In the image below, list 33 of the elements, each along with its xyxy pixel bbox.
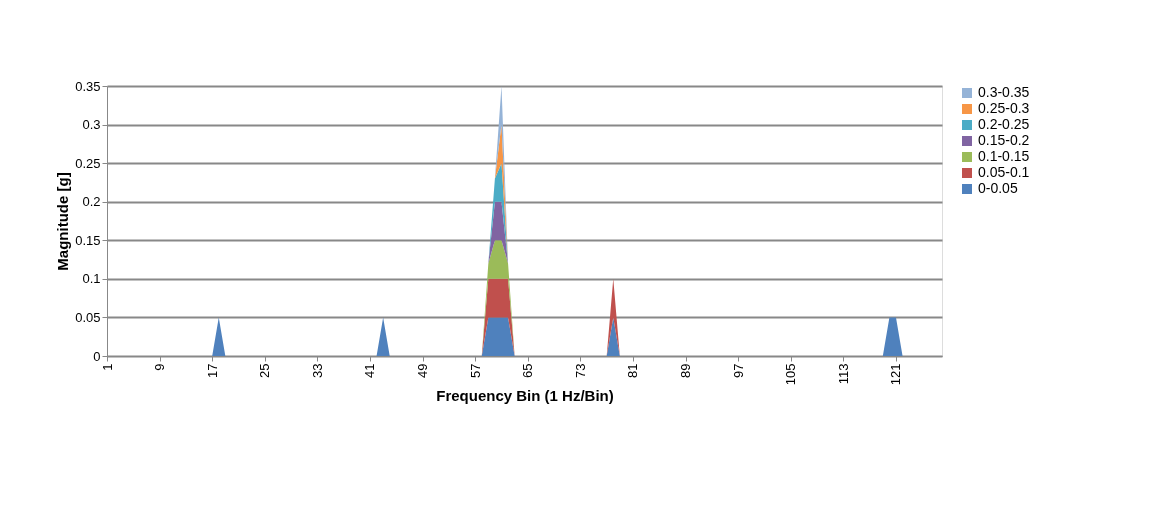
x-tick-label: 25 bbox=[257, 363, 273, 378]
y-tick-label: 0.25 bbox=[75, 155, 101, 171]
x-tick-label: 97 bbox=[730, 363, 746, 378]
y-axis-title: Magnitude [g] bbox=[54, 172, 72, 271]
legend-label: 0-0.05 bbox=[978, 180, 1018, 196]
legend-label: 0.1-0.15 bbox=[978, 148, 1030, 164]
legend-label: 0.25-0.3 bbox=[978, 100, 1030, 116]
y-tick-label: 0 bbox=[93, 348, 101, 364]
legend-label: 0.3-0.35 bbox=[978, 84, 1030, 100]
y-tick-label: 0.15 bbox=[75, 232, 101, 248]
x-tick-label: 81 bbox=[625, 363, 641, 378]
x-tick-label: 17 bbox=[204, 363, 220, 378]
x-tick-label: 41 bbox=[362, 363, 378, 378]
legend-label: 0.05-0.1 bbox=[978, 164, 1030, 180]
y-tick-label: 0.3 bbox=[82, 117, 101, 133]
x-tick-label: 57 bbox=[467, 363, 483, 378]
x-tick-label: 89 bbox=[678, 363, 694, 378]
x-axis-title: Frequency Bin (1 Hz/Bin) bbox=[436, 387, 614, 405]
x-tick-label: 105 bbox=[783, 363, 799, 386]
legend-label: 0.15-0.2 bbox=[978, 132, 1030, 148]
x-tick-label: 49 bbox=[415, 363, 431, 378]
x-tick-label: 121 bbox=[888, 363, 904, 386]
y-tick-label: 0.1 bbox=[82, 271, 101, 287]
x-tick-label: 65 bbox=[520, 363, 536, 378]
y-tick-label: 0.2 bbox=[82, 194, 101, 210]
legend-label: 0.2-0.25 bbox=[978, 116, 1030, 132]
x-tick-label: 33 bbox=[309, 363, 325, 378]
x-tick-label: 73 bbox=[572, 363, 588, 378]
x-tick-label: 9 bbox=[152, 363, 168, 371]
x-tick-label: 1 bbox=[99, 363, 115, 371]
y-tick-label: 0.35 bbox=[75, 78, 101, 94]
x-tick-label: 113 bbox=[835, 363, 851, 385]
y-tick-label: 0.05 bbox=[75, 309, 101, 325]
